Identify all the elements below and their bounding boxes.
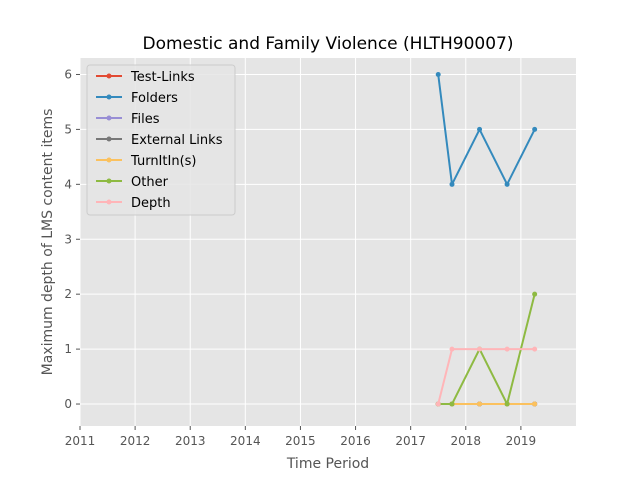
legend-label: External Links xyxy=(131,133,223,148)
chart-title: Domestic and Family Violence (HLTH90007) xyxy=(143,34,514,54)
data-point-depth xyxy=(532,346,538,352)
data-point-folders xyxy=(435,71,441,77)
legend-marker xyxy=(106,73,112,79)
x-tick-label: 2011 xyxy=(65,434,96,448)
x-tick-label: 2019 xyxy=(506,434,537,448)
legend-marker xyxy=(106,178,112,184)
legend-item-other: Other xyxy=(96,175,169,190)
legend-label: Other xyxy=(131,175,169,190)
legend-item-folders: Folders xyxy=(96,91,178,106)
legend-marker xyxy=(106,94,112,100)
data-point-turnitin-s xyxy=(477,401,483,407)
series-group xyxy=(435,71,538,407)
x-axis-label: Time Period xyxy=(286,456,369,472)
legend-marker xyxy=(106,136,112,142)
data-point-other xyxy=(504,401,510,407)
legend-item-depth: Depth xyxy=(96,196,171,211)
x-tick-label: 2013 xyxy=(175,434,206,448)
y-tick-label: 4 xyxy=(64,177,72,191)
legend-item-external-links: External Links xyxy=(96,133,223,148)
y-axis-label: Maximum depth of LMS content items xyxy=(40,109,56,376)
x-tick-label: 2018 xyxy=(451,434,482,448)
y-axis-ticks: 0 1 2 3 4 5 6 xyxy=(64,67,80,411)
legend-item-test-links: Test-Links xyxy=(96,70,195,85)
x-tick-label: 2015 xyxy=(285,434,316,448)
data-point-other xyxy=(532,291,538,297)
y-tick-label: 0 xyxy=(64,397,72,411)
legend-marker xyxy=(106,115,112,121)
legend-item-files: Files xyxy=(96,112,160,127)
y-tick-label: 5 xyxy=(64,122,72,136)
legend: Test-Links Folders Files External Links Turn… xyxy=(86,64,236,216)
series-folders xyxy=(435,71,538,187)
legend-marker xyxy=(106,199,112,205)
data-point-depth xyxy=(504,346,510,352)
y-tick-label: 1 xyxy=(64,342,72,356)
data-point-depth xyxy=(449,346,455,352)
legend-label: TurnItIn(s) xyxy=(130,154,196,169)
legend-label: Test-Links xyxy=(130,70,195,85)
x-tick-label: 2016 xyxy=(340,434,371,448)
series-depth xyxy=(435,346,538,407)
legend-label: Files xyxy=(131,112,160,127)
legend-label: Folders xyxy=(131,91,178,106)
legend-item-turnitin-s: TurnItIn(s) xyxy=(96,154,196,169)
data-point-folders xyxy=(504,181,510,187)
y-tick-label: 6 xyxy=(64,67,72,81)
x-tick-label: 2012 xyxy=(120,434,151,448)
data-point-other xyxy=(449,401,455,407)
x-axis-ticks: 2011 2012 2013 2014 2015 2016 2017 2018 2019 xyxy=(65,426,536,448)
data-point-folders xyxy=(477,126,483,132)
y-tick-label: 3 xyxy=(64,232,72,246)
x-tick-label: 2014 xyxy=(230,434,261,448)
data-point-folders xyxy=(532,126,538,132)
data-point-depth xyxy=(477,346,483,352)
legend-marker xyxy=(106,157,112,163)
x-tick-label: 2017 xyxy=(395,434,426,448)
legend-box xyxy=(86,64,236,216)
data-point-depth xyxy=(435,401,441,407)
data-point-turnitin-s xyxy=(532,401,538,407)
legend-label: Depth xyxy=(131,196,171,211)
data-point-folders xyxy=(449,181,455,187)
y-tick-label: 2 xyxy=(64,287,72,301)
